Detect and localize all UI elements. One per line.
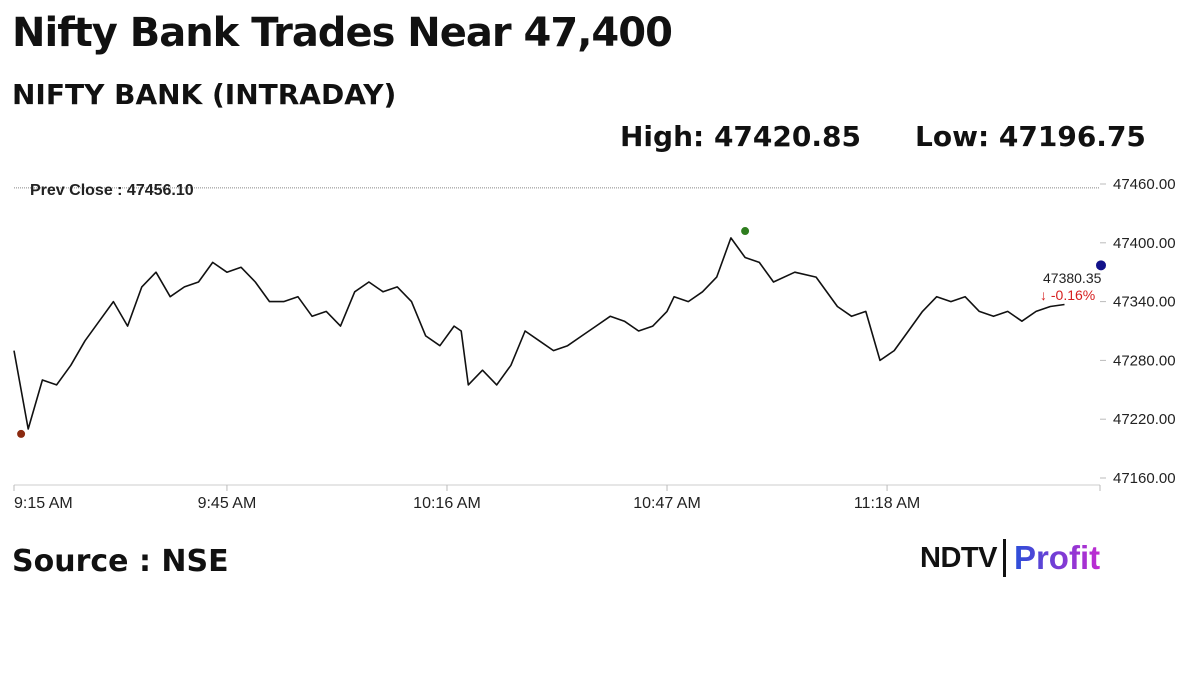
last-price-marker — [1096, 260, 1106, 271]
price-line — [13, 237, 1065, 430]
day-high-marker — [741, 227, 750, 236]
headline: Nifty Bank Trades Near 47,400 — [12, 10, 673, 56]
chart-title: NIFTY BANK (INTRADAY) — [12, 78, 397, 111]
y-tick-label: 47340.00 — [1113, 294, 1176, 311]
x-tick-label: 10:16 AM — [413, 495, 481, 512]
y-tick-label: 47400.00 — [1113, 235, 1176, 252]
y-tick-label: 47280.00 — [1113, 352, 1176, 369]
intraday-chart: Prev Close : 47456.10 47460.0047400.0047… — [13, 176, 1176, 512]
last-price-label: 47380.35 — [1043, 270, 1102, 286]
prev-close-label: Prev Close : 47456.10 — [30, 182, 194, 199]
y-tick-label: 47460.00 — [1113, 176, 1176, 193]
logo-profit-text: Profit — [1013, 539, 1101, 576]
x-tick-label: 9:45 AM — [198, 495, 257, 512]
price-change-label: ↓ -0.16% — [1040, 287, 1095, 303]
x-axis-ticks: 9:15 AM 9:45 AM 10:16 AM 10:47 AM 11:18 AM — [13, 485, 1101, 512]
day-low-marker — [17, 429, 26, 438]
logo-divider — [1002, 539, 1006, 577]
low-stat: Low: 47196.75 — [915, 120, 1146, 153]
y-tick-label: 47160.00 — [1113, 470, 1176, 487]
x-tick-label: 9:15 AM — [14, 495, 73, 512]
logo-ndtv-text: NDTV — [920, 541, 997, 574]
source-note: Source : NSE — [12, 544, 229, 579]
y-axis: 47460.00 47400.00 47340.00 47280.00 47220.00… — [1100, 176, 1176, 487]
high-stat: High: 47420.85 — [620, 120, 861, 153]
x-tick-label: 11:18 AM — [854, 495, 920, 512]
y-tick-label: 47220.00 — [1113, 411, 1176, 428]
ndtv-profit-logo: NDTV Profit — [920, 536, 1100, 580]
x-tick-label: 10:47 AM — [633, 495, 701, 512]
